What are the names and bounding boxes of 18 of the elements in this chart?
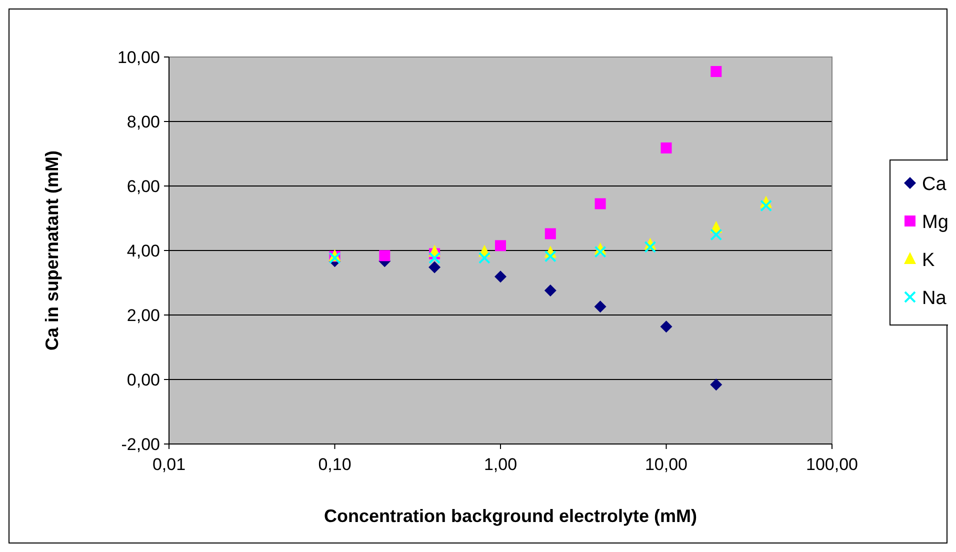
x-tick-label: 10,00 [644,455,688,474]
x-tick-label: 0,01 [152,455,186,474]
y-tick-label: 0,00 [126,370,160,390]
y-tick-label: 8,00 [126,112,160,132]
y-tick-label: 2,00 [126,306,160,325]
x-tick-label: 100,00 [806,455,858,474]
x-tick-label: 0,10 [318,455,352,474]
y-tick-label: 6,00 [126,177,160,196]
y-tick-label: 4,00 [126,242,160,260]
x-axis-title: Concentration background electrolyte (mM) [324,506,698,526]
y-tick-label: -2,00 [121,435,160,454]
y-axis-title: Ca in supernatant (mM) [42,150,62,351]
x-tick-label: 1,00 [484,455,518,474]
legend-label: K [922,250,935,271]
legend-label: Na [922,288,947,309]
y-tick-label: 10,00 [117,48,160,67]
legend-label: Mg [922,212,948,233]
legend-label: Ca [922,174,947,195]
